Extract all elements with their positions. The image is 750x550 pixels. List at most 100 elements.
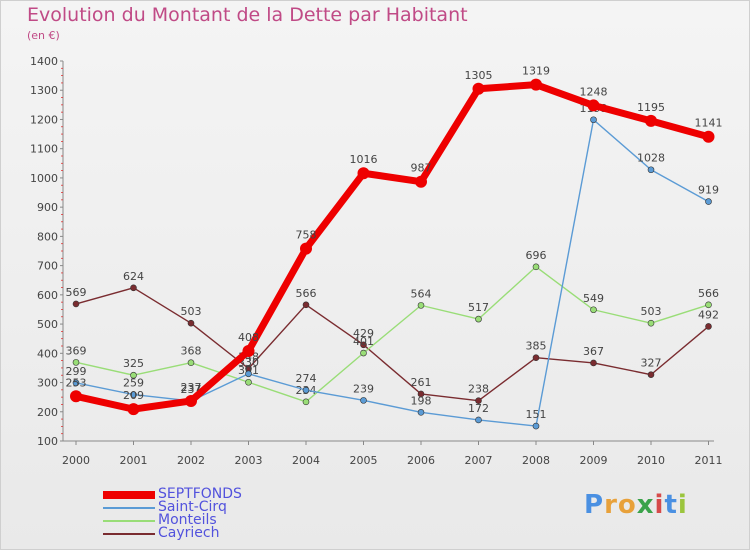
legend-label: SEPTFONDS xyxy=(158,486,242,502)
data-point xyxy=(647,166,655,174)
data-point xyxy=(302,386,310,394)
data-label: 237 xyxy=(181,381,202,394)
data-point xyxy=(702,130,715,143)
data-point xyxy=(360,349,367,357)
y-tick-label: 900 xyxy=(37,201,58,214)
logo-letter: P xyxy=(584,490,605,520)
series-1: 29925923733027423919817215111991028919 xyxy=(66,102,719,430)
y-tick-label: 500 xyxy=(37,318,58,331)
logo-letter: x xyxy=(636,490,655,520)
data-label: 401 xyxy=(353,335,374,348)
data-point xyxy=(300,242,312,255)
x-tick-label: 2003 xyxy=(235,454,263,467)
logo-letter: t xyxy=(664,490,678,520)
data-point xyxy=(647,371,655,378)
x-tick-label: 2006 xyxy=(407,454,435,467)
legend-swatch xyxy=(103,533,155,535)
data-point xyxy=(127,403,140,416)
data-point xyxy=(532,354,540,361)
data-point xyxy=(417,302,425,309)
x-tick-label: 2005 xyxy=(350,454,378,467)
x-axis: 2000 2001 2002 2003 2004 2005 2006 2007 2008 2009… xyxy=(62,440,723,467)
data-point xyxy=(72,300,80,308)
data-label: 259 xyxy=(123,377,144,390)
data-point xyxy=(705,323,712,330)
legend-label: Saint-Cirq xyxy=(158,499,227,515)
data-label: 987 xyxy=(411,162,432,175)
data-point xyxy=(187,359,195,366)
data-label: 385 xyxy=(526,340,547,353)
series-line xyxy=(75,81,710,413)
chart-title: Evolution du Montant de la Dette par Hab… xyxy=(27,4,468,26)
data-label: 566 xyxy=(296,287,317,300)
data-point xyxy=(417,409,425,416)
data-point xyxy=(360,341,367,349)
x-tick-label: 2009 xyxy=(580,454,608,467)
data-label: 564 xyxy=(411,287,432,300)
data-point xyxy=(705,301,712,309)
legend-item: SEPTFONDS xyxy=(103,486,242,502)
data-point xyxy=(357,167,370,180)
data-label: 367 xyxy=(583,345,604,358)
data-point xyxy=(532,422,540,430)
y-tick-label: 1100 xyxy=(30,143,58,156)
data-label: 919 xyxy=(698,184,719,197)
data-point xyxy=(302,398,310,406)
logo-letter: i xyxy=(677,490,688,520)
x-tick-label: 2004 xyxy=(292,454,320,467)
y-tick-label: 1400 xyxy=(30,55,58,68)
x-tick-label: 2000 xyxy=(62,454,90,467)
data-point xyxy=(475,416,482,424)
data-label: 198 xyxy=(411,394,432,407)
data-point xyxy=(705,198,712,205)
legend-item: Saint-Cirq xyxy=(103,499,227,515)
data-point xyxy=(360,397,367,404)
data-point xyxy=(530,78,542,91)
data-point xyxy=(590,306,597,314)
data-point xyxy=(72,379,80,387)
data-point xyxy=(415,175,427,188)
series-2: 369325368301234401564517696549503566 xyxy=(66,249,719,406)
legend-swatch xyxy=(103,491,155,499)
data-label: 1195 xyxy=(637,101,665,114)
data-point xyxy=(242,344,255,357)
data-point xyxy=(472,82,485,95)
series-line xyxy=(75,287,709,402)
data-point xyxy=(587,99,600,112)
data-label: 369 xyxy=(66,344,87,357)
data-point xyxy=(130,371,137,379)
y-tick-label: 600 xyxy=(37,289,58,302)
data-point xyxy=(475,397,482,404)
logo-letter: r xyxy=(604,490,618,520)
logo-letter: o xyxy=(617,490,637,520)
data-point xyxy=(130,284,137,292)
data-label: 429 xyxy=(353,327,374,340)
data-label: 696 xyxy=(526,249,547,262)
chart-unit: (en €) xyxy=(27,29,60,42)
data-label: 238 xyxy=(468,383,489,396)
data-label: 327 xyxy=(641,357,662,370)
y-tick-label: 1000 xyxy=(30,172,58,185)
data-label: 299 xyxy=(66,365,87,378)
data-point xyxy=(72,359,80,366)
data-point xyxy=(187,319,195,327)
data-point xyxy=(647,319,655,327)
data-label: 368 xyxy=(181,345,202,358)
legend-label: Cayriech xyxy=(158,525,220,541)
series-0: 253 209 237 408 758 1016 987 1305 1319 1248 1195 11… xyxy=(66,65,723,416)
proxiti-logo: Proxiti xyxy=(584,490,688,520)
data-label: 1319 xyxy=(522,65,550,78)
data-point xyxy=(130,391,137,398)
logo-letter: i xyxy=(654,490,665,520)
y-tick-label: 1300 xyxy=(30,84,58,97)
data-point xyxy=(70,390,82,403)
data-point xyxy=(417,390,425,398)
x-tick-label: 2001 xyxy=(120,454,148,467)
data-label: 239 xyxy=(353,382,374,395)
x-tick-label: 2010 xyxy=(637,454,665,467)
y-tick-label: 1200 xyxy=(30,113,58,126)
legend-label: Monteils xyxy=(158,512,217,528)
data-label: 1141 xyxy=(695,117,723,130)
